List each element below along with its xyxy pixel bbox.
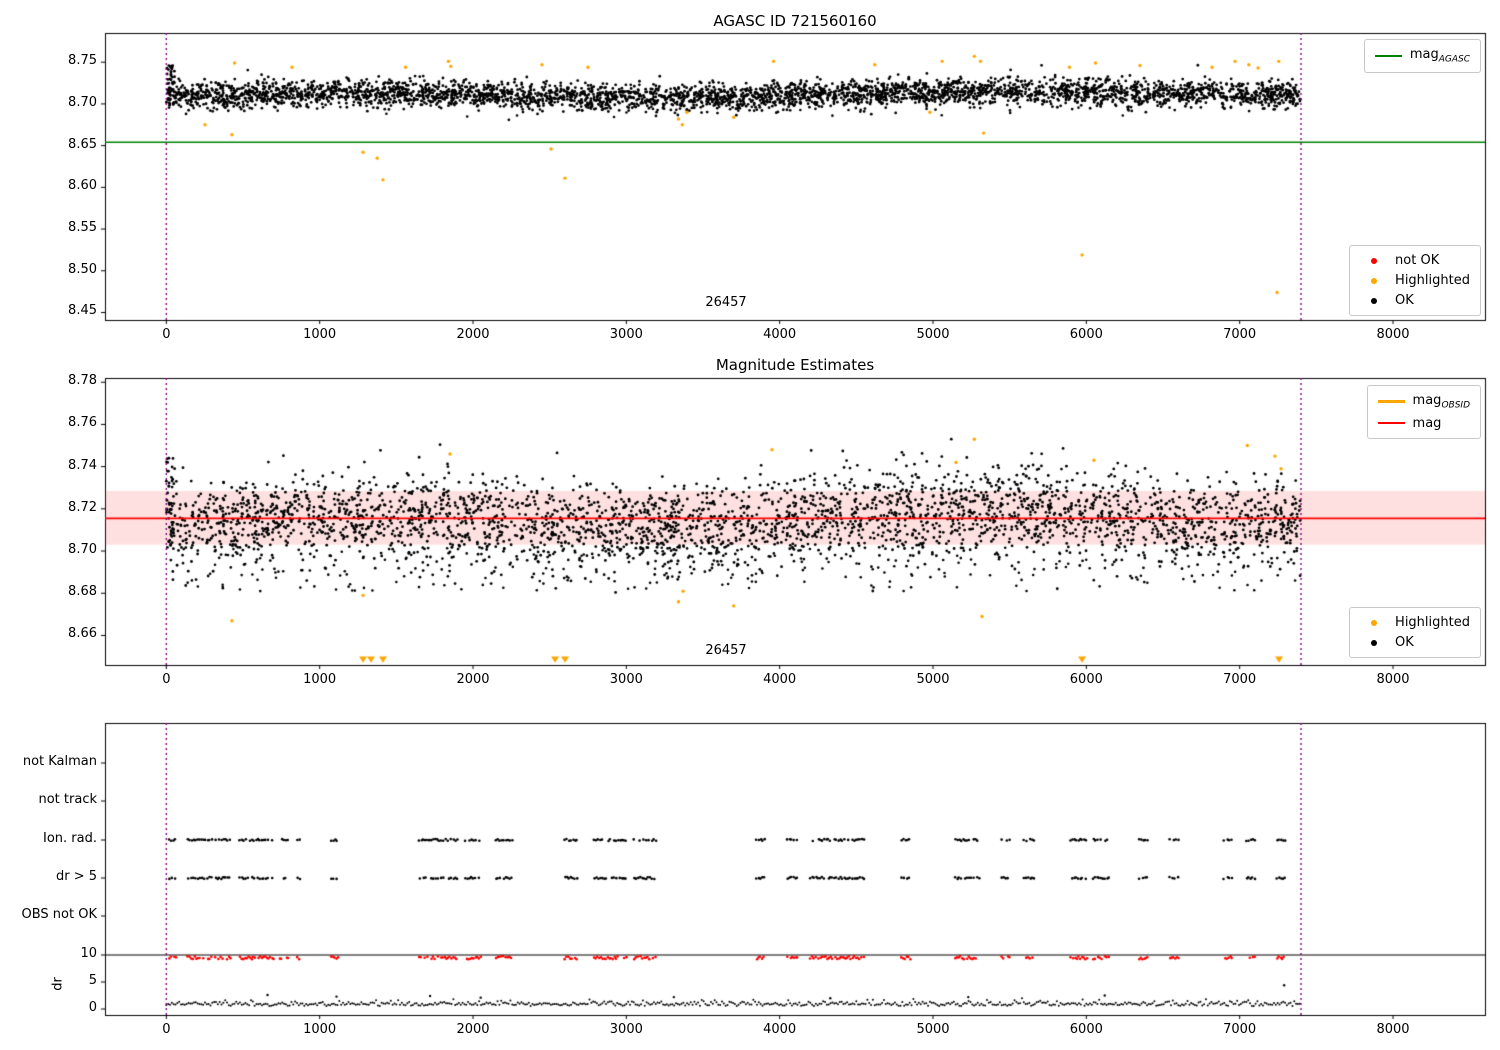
legend-point-types-plot1: not OK Highlighted OK — [1349, 245, 1481, 316]
y-tick-label: 8.66 — [68, 626, 97, 642]
legend-label: Highlighted — [1395, 273, 1470, 288]
y-tick-label: 8.75 — [68, 53, 97, 69]
legend-line-sample — [1377, 400, 1405, 404]
legend-item: magOBSID — [1377, 393, 1470, 411]
x-tick-label: 6000 — [1069, 1022, 1103, 1037]
obsid-annotation-plot2: 26457 — [705, 643, 747, 658]
plot2-title: Magnitude Estimates — [715, 356, 875, 374]
legend-dot-sample — [1360, 297, 1387, 304]
x-tick-label: 6000 — [1069, 672, 1103, 687]
x-tick-label: 8000 — [1376, 327, 1410, 342]
y-tick-label: 8.74 — [68, 457, 97, 473]
legend-item: OK — [1360, 293, 1470, 308]
x-tick-label: 8000 — [1376, 672, 1410, 687]
x-tick-label: 4000 — [763, 672, 797, 687]
legend-item: magAGASC — [1374, 47, 1470, 65]
legend-item: not OK — [1360, 253, 1470, 268]
x-tick-label: 2000 — [456, 1022, 490, 1037]
y-tick-label: 8.45 — [68, 303, 97, 319]
dr-tick-label: 5 — [88, 973, 97, 988]
y-tick-label: 8.55 — [68, 220, 97, 236]
y-tick-label: 8.50 — [68, 261, 97, 277]
legend-line-sample — [1377, 422, 1405, 425]
row-label: not track — [38, 792, 97, 807]
x-tick-label: 1000 — [303, 672, 337, 687]
plot1-title: AGASC ID 721560160 — [713, 12, 877, 30]
legend-label: mag — [1412, 415, 1442, 431]
x-tick-label: 1000 — [303, 327, 337, 342]
legend-dot-sample — [1360, 277, 1387, 284]
x-tick-label: 2000 — [456, 327, 490, 342]
legend-point-types-plot2: Highlighted OK — [1349, 607, 1481, 658]
legend-label: magAGASC — [1409, 47, 1470, 65]
x-tick-label: 5000 — [916, 672, 950, 687]
legend-label: OK — [1395, 293, 1414, 308]
obsid-annotation-plot1: 26457 — [705, 295, 747, 310]
dr-tick-label: 10 — [80, 946, 97, 961]
y-tick-label: 8.76 — [68, 415, 97, 431]
y-tick-label: 8.72 — [68, 499, 97, 515]
x-tick-label: 8000 — [1376, 1022, 1410, 1037]
x-tick-label: 4000 — [763, 327, 797, 342]
x-tick-label: 3000 — [609, 1022, 643, 1037]
y-tick-label: 8.68 — [68, 584, 97, 600]
x-tick-label: 7000 — [1223, 1022, 1257, 1037]
row-label: OBS not OK — [21, 907, 98, 922]
legend-label: Highlighted — [1395, 615, 1470, 630]
x-tick-label: 5000 — [916, 1022, 950, 1037]
y-tick-label: 8.70 — [68, 94, 97, 110]
y-tick-label: 8.65 — [68, 136, 97, 152]
legend-item: Highlighted — [1360, 615, 1470, 630]
x-tick-label: 0 — [162, 327, 171, 342]
x-tick-label: 0 — [162, 1022, 171, 1037]
legend-mag-agasc: magAGASC — [1363, 39, 1481, 73]
legend-dot-sample — [1360, 639, 1387, 646]
legend-mag-lines: magOBSID mag — [1366, 385, 1481, 439]
x-tick-label: 7000 — [1223, 327, 1257, 342]
row-label: not Kalman — [22, 754, 97, 769]
x-tick-label: 4000 — [763, 1022, 797, 1037]
legend-label: magOBSID — [1412, 393, 1470, 411]
x-tick-label: 3000 — [609, 327, 643, 342]
x-tick-label: 3000 — [609, 672, 643, 687]
legend-item: OK — [1360, 635, 1470, 650]
dr-tick-label: 0 — [88, 1000, 97, 1015]
legend-item: Highlighted — [1360, 273, 1470, 288]
legend-item: mag — [1377, 415, 1470, 431]
x-tick-label: 5000 — [916, 327, 950, 342]
row-label: dr > 5 — [55, 869, 97, 884]
row-label: Ion. rad. — [43, 831, 97, 846]
legend-label: not OK — [1395, 253, 1440, 268]
legend-label: OK — [1395, 635, 1414, 650]
y-tick-label: 8.70 — [68, 542, 97, 558]
x-tick-label: 2000 — [456, 672, 490, 687]
legend-dot-sample — [1360, 619, 1387, 626]
x-tick-label: 7000 — [1223, 672, 1257, 687]
legend-line-sample — [1374, 54, 1402, 57]
x-tick-label: 1000 — [303, 1022, 337, 1037]
legend-dot-sample — [1360, 257, 1387, 264]
x-tick-label: 0 — [162, 672, 171, 687]
x-tick-label: 6000 — [1069, 327, 1103, 342]
y-tick-label: 8.60 — [68, 178, 97, 194]
y-tick-label: 8.78 — [68, 373, 97, 389]
